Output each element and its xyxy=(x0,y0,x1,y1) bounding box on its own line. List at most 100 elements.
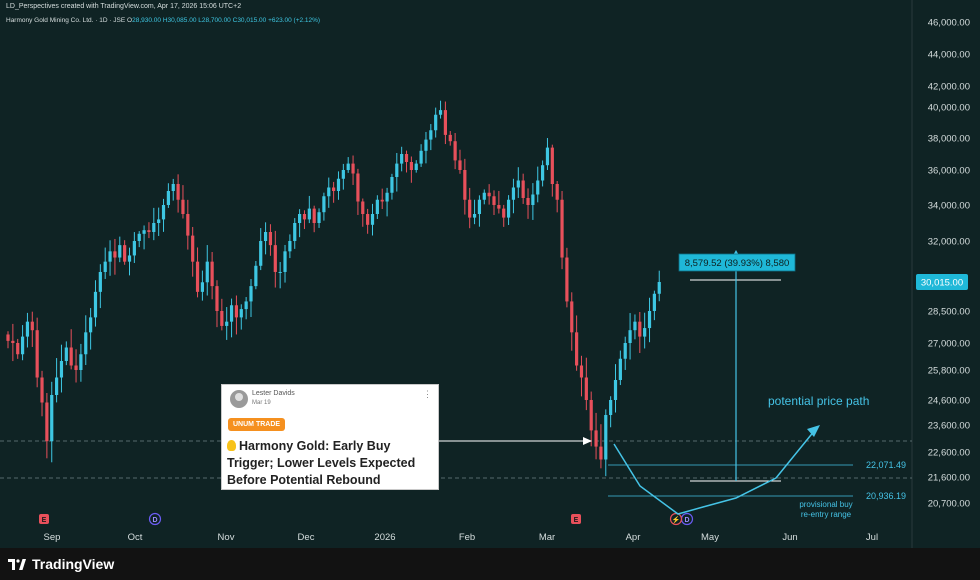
y-tick-label: 38,000.00 xyxy=(928,134,970,145)
candle-body xyxy=(380,199,384,202)
candle-body xyxy=(502,208,506,218)
candle-body xyxy=(268,232,273,246)
candle-body xyxy=(191,235,195,262)
candle-body xyxy=(45,402,49,442)
candle-body xyxy=(249,286,253,302)
candle-body xyxy=(346,163,350,170)
tradingview-brand: TradingView xyxy=(32,556,115,572)
symbol-name: Harmony Gold Mining Co. Ltd. · 1D · JSE xyxy=(6,17,126,24)
measure-label-bg xyxy=(678,253,796,272)
ohlc-change: +623.00 (+2.12%) xyxy=(268,17,321,24)
candle-body xyxy=(157,219,161,223)
candle-body xyxy=(506,199,511,218)
idea-date: Mar 19 xyxy=(252,400,271,406)
candle-body xyxy=(327,187,331,197)
candle-body xyxy=(560,199,564,258)
idea-title-block: Harmony Gold: Early Buy Trigger; Lower L… xyxy=(227,438,437,489)
earnings-marker: E xyxy=(574,517,579,524)
candle-body xyxy=(181,199,185,214)
candle-body xyxy=(293,223,297,241)
dividend-marker: D xyxy=(152,517,157,524)
candle-body xyxy=(103,261,107,272)
lightbulb-icon xyxy=(227,440,236,451)
candle-body xyxy=(200,282,204,292)
candle-body xyxy=(613,380,618,400)
candle-body xyxy=(50,395,54,442)
candle-body xyxy=(118,245,122,258)
candle-body xyxy=(390,177,394,193)
candle-body xyxy=(152,223,156,232)
candle-body xyxy=(186,214,190,236)
y-tick-label: 40,000.00 xyxy=(928,103,970,114)
candle-body xyxy=(628,330,632,343)
candle-body xyxy=(414,163,418,170)
level-label: 20,936.19 xyxy=(866,491,906,501)
candle-body xyxy=(575,332,579,366)
candle-body xyxy=(322,196,326,213)
candle-body xyxy=(20,336,25,355)
candle-body xyxy=(30,321,34,331)
level-label: 22,071.49 xyxy=(866,460,906,470)
candle-body xyxy=(643,328,647,337)
x-tick-label: Nov xyxy=(218,532,235,543)
candle-body xyxy=(482,192,486,200)
candle-body xyxy=(302,214,307,220)
y-tick-label: 46,000.00 xyxy=(928,18,970,29)
credit-line: LD_Perspectives created with TradingView… xyxy=(6,3,242,10)
candle-body xyxy=(351,163,355,174)
candle-body xyxy=(341,170,345,179)
x-tick-label: Oct xyxy=(128,532,143,543)
candle-body xyxy=(25,321,30,337)
footer-bar: TradingView xyxy=(0,548,980,580)
earnings-marker-bg xyxy=(39,514,49,524)
y-tick-label: 21,600.00 xyxy=(928,473,970,484)
more-options-icon[interactable]: ⋮ xyxy=(423,389,432,399)
candle-body xyxy=(409,162,413,170)
candle-body xyxy=(395,163,399,177)
candle-body xyxy=(127,255,132,262)
candle-body xyxy=(448,134,452,142)
candle-body xyxy=(205,261,209,283)
tradingview-logo[interactable]: TradingView xyxy=(8,556,114,572)
candle-body xyxy=(594,430,598,447)
ohlc-close: C30,015.00 xyxy=(232,17,267,24)
candle-body xyxy=(609,400,613,415)
candle-body xyxy=(555,184,559,200)
candle-body xyxy=(531,194,535,205)
candle-body xyxy=(366,214,370,225)
candle-body xyxy=(477,199,482,214)
candle-body xyxy=(375,199,379,214)
candle-body xyxy=(161,205,166,220)
candle-body xyxy=(458,160,462,170)
candle-body xyxy=(132,241,136,256)
candle-body xyxy=(521,180,525,198)
candle-body xyxy=(570,301,574,333)
price-chart[interactable]: 46,000.00 44,000.00 42,000.00 40,000.00 38,0… xyxy=(0,0,980,548)
y-tick-label: 23,600.00 xyxy=(928,421,970,432)
earnings-marker-bg xyxy=(571,514,581,524)
dividend-marker-bg xyxy=(148,512,162,526)
candle-body xyxy=(652,293,656,311)
x-tick-label: 2026 xyxy=(374,532,395,543)
x-tick-label: Jun xyxy=(782,532,797,543)
y-tick-label: 24,600.00 xyxy=(928,396,970,407)
idea-title: Harmony Gold: Early Buy Trigger; Lower L… xyxy=(227,439,416,487)
y-tick-label: 27,000.00 xyxy=(928,339,970,350)
candle-body xyxy=(579,365,584,378)
candle-body xyxy=(599,446,603,460)
card-pointer-arrowhead xyxy=(583,437,592,445)
y-tick-label: 25,800.00 xyxy=(928,366,970,377)
idea-card[interactable]: Lester Davids Mar 19 ⋮ UNUM TRADE Harmon… xyxy=(221,384,439,490)
y-tick-label: 22,600.00 xyxy=(928,448,970,459)
earnings-marker: E xyxy=(42,517,47,524)
candle-body xyxy=(244,301,248,310)
candle-body xyxy=(16,343,20,355)
tradingview-logo-icon xyxy=(8,558,26,570)
candle-body xyxy=(278,271,282,273)
y-tick-label: 28,500.00 xyxy=(928,307,970,318)
price-path-label: potential price path xyxy=(768,394,869,408)
candle-body xyxy=(176,184,180,200)
candle-body xyxy=(545,147,550,166)
last-price-label: 30,015.00 xyxy=(921,278,963,289)
author-name: Lester Davids xyxy=(252,390,295,397)
